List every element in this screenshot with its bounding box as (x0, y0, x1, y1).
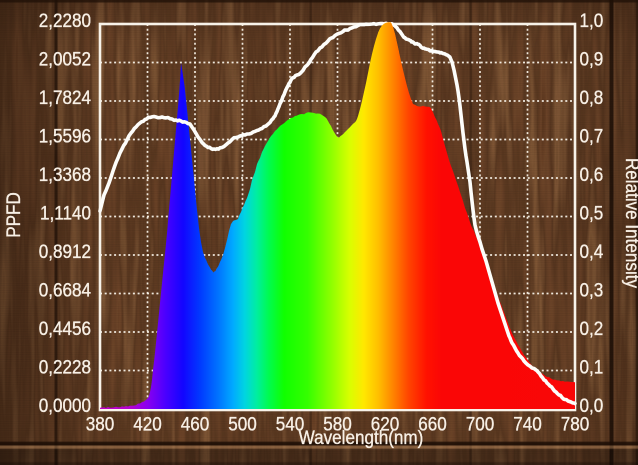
svg-text:2,0052: 2,0052 (39, 48, 91, 69)
svg-text:420: 420 (133, 414, 162, 435)
svg-text:580: 580 (323, 414, 352, 435)
svg-text:1,7824: 1,7824 (39, 87, 91, 108)
svg-text:1,5596: 1,5596 (39, 125, 91, 146)
svg-text:0,7: 0,7 (580, 125, 604, 146)
svg-text:540: 540 (276, 414, 305, 435)
svg-text:0,0: 0,0 (580, 395, 604, 416)
svg-text:0,3: 0,3 (580, 279, 604, 300)
svg-text:0,0000: 0,0000 (39, 395, 91, 416)
svg-text:0,4: 0,4 (580, 241, 604, 262)
svg-text:460: 460 (181, 414, 210, 435)
svg-text:1,0: 1,0 (580, 10, 604, 31)
svg-text:1,3368: 1,3368 (39, 164, 91, 185)
svg-text:0,2: 0,2 (580, 318, 604, 339)
svg-text:Relative Intensity: Relative Intensity (622, 158, 638, 288)
svg-text:0,6684: 0,6684 (39, 279, 91, 300)
svg-text:0,5: 0,5 (580, 202, 604, 223)
svg-text:0,4456: 0,4456 (39, 318, 91, 339)
svg-text:0,9: 0,9 (580, 48, 604, 69)
svg-text:700: 700 (466, 414, 495, 435)
svg-text:500: 500 (228, 414, 257, 435)
svg-text:380: 380 (86, 414, 115, 435)
svg-text:PPFD: PPFD (3, 192, 24, 238)
svg-text:0,8: 0,8 (580, 87, 604, 108)
svg-text:0,8912: 0,8912 (39, 241, 91, 262)
svg-text:0,6: 0,6 (580, 164, 604, 185)
svg-text:Wavelength(nm): Wavelength(nm) (299, 427, 424, 448)
svg-text:740: 740 (513, 414, 542, 435)
svg-text:660: 660 (418, 414, 447, 435)
svg-text:2,2280: 2,2280 (39, 10, 91, 31)
svg-text:620: 620 (371, 414, 400, 435)
svg-text:1,1140: 1,1140 (40, 202, 91, 223)
svg-text:780: 780 (561, 414, 590, 435)
svg-text:0,1: 0,1 (580, 356, 604, 377)
svg-text:0,2228: 0,2228 (39, 356, 91, 377)
